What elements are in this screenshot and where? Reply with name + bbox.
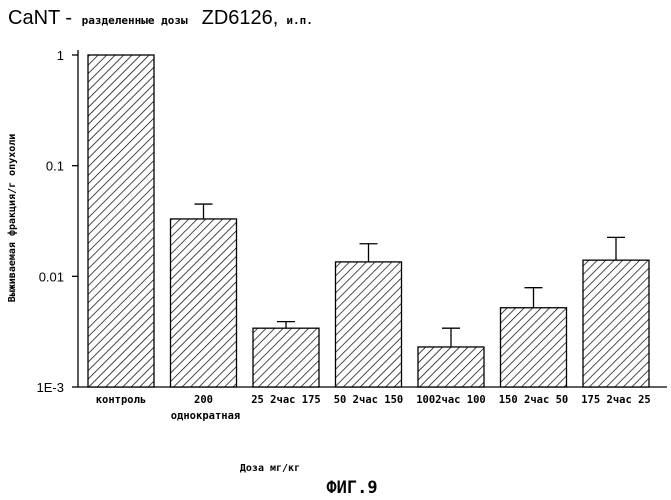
category-label: 1002час 100 <box>416 394 486 406</box>
title-part-3: ZD6126, <box>202 7 279 29</box>
category-label: 150 2час 50 <box>499 394 569 406</box>
category-label: 175 2час 25 <box>581 394 651 406</box>
bar <box>336 262 402 387</box>
y-tick-label: 0.1 <box>46 159 64 174</box>
title-part-1: CaNT - <box>8 7 78 29</box>
y-axis-label: Выживаемая фракция/г опухоли <box>6 134 18 303</box>
title-part-4: и.п. <box>286 14 313 27</box>
x-axis-label: Доза мг/кг <box>240 463 300 474</box>
bar <box>88 55 154 387</box>
chart-title: CaNT - разделенные дозы ZD6126, и.п. <box>8 7 313 29</box>
bar <box>501 308 567 387</box>
bar <box>583 260 649 387</box>
bar <box>418 347 484 387</box>
title-part-2: разделенные дозы <box>82 14 188 27</box>
category-label: 25 2час 175 <box>251 394 321 406</box>
y-tick-label: 1 <box>57 48 64 63</box>
y-tick-label: 0.01 <box>39 269 64 284</box>
category-label: 200 <box>194 394 213 406</box>
bar <box>253 328 319 387</box>
category-label-line2: однократная <box>171 410 241 422</box>
y-tick-label: 1E-3 <box>37 380 64 395</box>
category-label: контроль <box>96 394 147 406</box>
figure-label: ФИГ.9 <box>326 478 377 498</box>
category-label: 50 2час 150 <box>334 394 404 406</box>
bar <box>171 219 237 387</box>
